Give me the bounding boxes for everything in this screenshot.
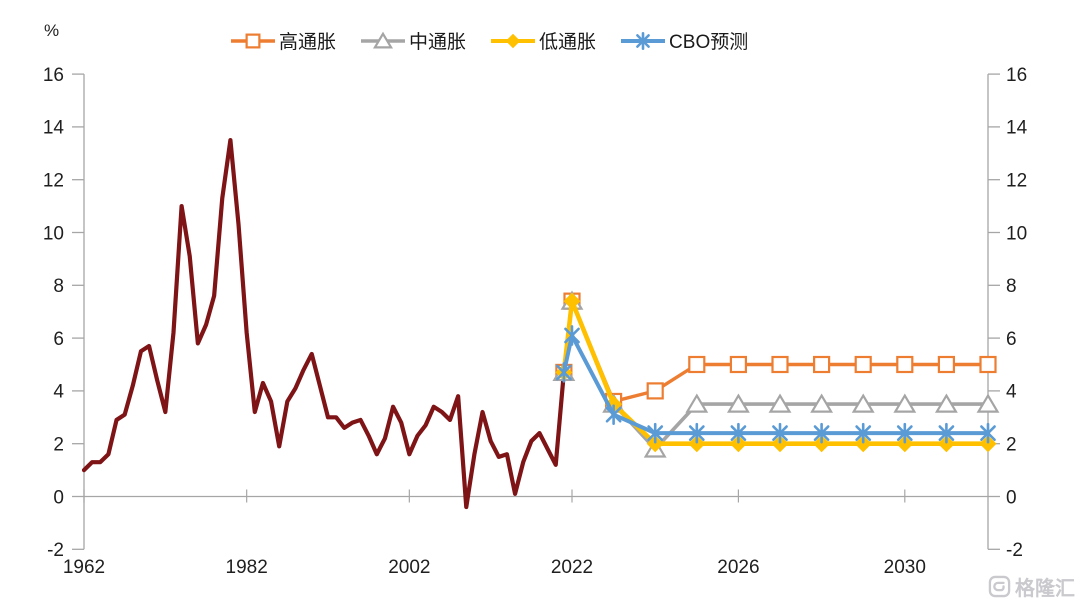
legend-item-high-inflation: 高通胀 (230, 27, 336, 54)
legend-label-cbo-forecast: CBO预测 (669, 32, 749, 53)
series-line-historical-inflation (81, 138, 566, 510)
series-low-inflation (555, 292, 997, 453)
watermark: 格隆汇 (988, 572, 1075, 601)
y-tick-label-left: 14 (43, 118, 65, 139)
y-tick-label-right: 2 (1006, 435, 1017, 456)
x-tick-label: 1982 (226, 557, 268, 578)
legend-item-cbo-forecast: CBO预测 (620, 27, 748, 54)
y-tick-label-left: 0 (53, 487, 64, 508)
x-tick-label: 2002 (388, 557, 430, 578)
x-axis-labels: 1962 1982 2002 2022 2026 2030 (63, 489, 926, 578)
y-tick-label-left: 4 (53, 382, 64, 403)
y-tick-label-left: 8 (53, 276, 64, 297)
asterisk-marker-icon (621, 31, 666, 50)
legend-label-low-inflation: 低通胀 (539, 32, 597, 53)
y-axis-labels: -2 -2 0 0 2 2 4 4 6 6 8 8 10 10 12 12 14 14 16 16 (43, 65, 1028, 561)
y-tick-label-right: 14 (1006, 118, 1028, 139)
legend-label-high-inflation: 高通胀 (279, 32, 337, 53)
y-tick-label-right: 16 (1006, 65, 1027, 86)
watermark-text: 格隆汇 (1015, 578, 1075, 600)
series-line-mid-inflation (562, 299, 990, 451)
series-markers-high-inflation (555, 292, 997, 411)
series-line-high-inflation (562, 299, 990, 404)
series-line-cbo-forecast (561, 333, 990, 436)
series-markers-cbo-forecast (555, 325, 996, 444)
y-tick-label-right: 4 (1006, 382, 1017, 403)
y-tick-label-left: 6 (53, 329, 64, 350)
y-axis-unit-label: % (44, 21, 60, 40)
legend-item-low-inflation: 低通胀 (490, 27, 596, 54)
y-tick-label-right: -2 (1006, 540, 1023, 561)
triangle-marker-icon (361, 31, 406, 48)
x-tick-label: 2026 (717, 557, 759, 578)
y-tick-label-left: -2 (47, 540, 64, 561)
legend-item-mid-inflation: 中通胀 (360, 27, 466, 54)
y-tick-label-right: 8 (1006, 276, 1017, 297)
gelonghui-logo-icon (988, 575, 1011, 598)
y-tick-label-right: 6 (1006, 329, 1017, 350)
y-tick-label-left: 12 (43, 171, 64, 192)
y-tick-label-right: 12 (1006, 171, 1027, 192)
x-tick-label: 2030 (884, 557, 926, 578)
y-tick-label-left: 16 (43, 65, 64, 86)
series-markers-low-inflation (555, 292, 997, 453)
square-marker-icon (231, 33, 275, 48)
y-tick-label-left: 2 (53, 435, 64, 456)
y-tick-label-left: 10 (43, 223, 64, 244)
series-cbo-forecast (555, 325, 996, 444)
x-tick-label: 2022 (551, 557, 593, 578)
axes (83, 74, 989, 550)
legend-label-mid-inflation: 中通胀 (409, 32, 467, 53)
series-high-inflation (555, 292, 997, 411)
y-tick-label-right: 0 (1006, 487, 1017, 508)
y-tick-label-right: 10 (1006, 223, 1027, 244)
diamond-marker-icon (491, 33, 536, 48)
x-tick-label: 1962 (63, 557, 105, 578)
chart-legend: 高通胀 中通胀 低通胀 CBO预测 (230, 27, 748, 54)
series-historical-inflation (81, 138, 566, 510)
